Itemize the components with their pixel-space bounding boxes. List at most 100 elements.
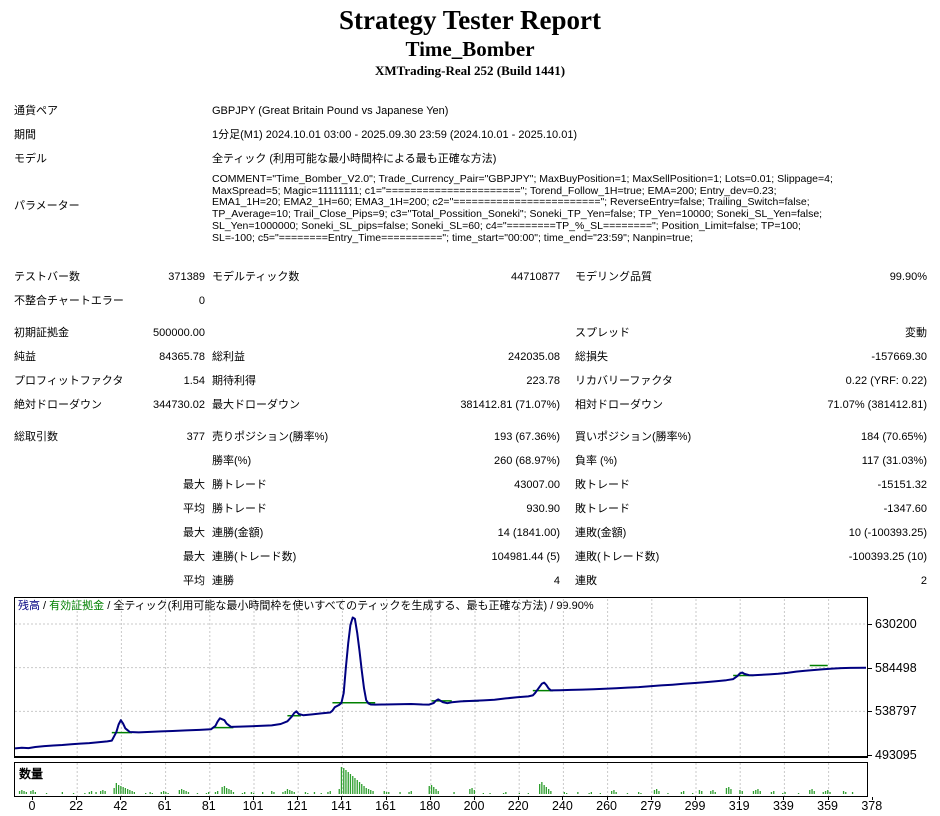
volume-bar <box>241 793 244 794</box>
volume-bar <box>757 789 759 794</box>
volume-bar <box>489 793 491 794</box>
volume-bar <box>437 791 439 794</box>
volume-bar <box>102 790 104 794</box>
volume-bar <box>244 792 246 794</box>
stat-value-2: 242035.08 <box>508 351 560 363</box>
volume-bar <box>72 793 75 794</box>
x-axis-label: 101 <box>242 799 264 813</box>
volume-bar <box>183 790 185 794</box>
volume-bar <box>683 791 685 794</box>
stat-value-1: 平均 <box>183 503 205 515</box>
stat-value-1: 500000.00 <box>153 327 205 339</box>
volume-bar <box>160 792 162 794</box>
x-axis-label: 121 <box>286 799 308 813</box>
volume-bar <box>692 793 694 794</box>
volume-bar <box>131 791 133 794</box>
stat-value-3: -15151.32 <box>877 479 927 491</box>
volume-bar <box>122 787 124 794</box>
volume-bar <box>185 791 187 794</box>
volume-bar <box>345 770 347 794</box>
stat-row: 絶対ドローダウン 344730.02 最大ドローダウン 381412.81 (71.0… <box>0 393 940 417</box>
volume-bar <box>471 788 473 794</box>
volume-bar <box>728 787 730 794</box>
volume-bar <box>656 789 658 794</box>
volume-bar <box>273 792 275 794</box>
x-axis-label: 220 <box>507 799 529 813</box>
volume-bar <box>145 793 147 794</box>
stat-label-2: 勝トレード <box>212 503 267 515</box>
x-axis-tick <box>474 797 475 800</box>
x-axis-tick <box>341 797 343 800</box>
report-title: Strategy Tester Report <box>339 5 601 35</box>
volume-bar <box>84 793 86 794</box>
volume-bar <box>18 791 21 794</box>
volume-bar <box>21 790 23 794</box>
volume-bar <box>545 787 547 794</box>
x-axis-tick <box>164 797 166 800</box>
volume-bar <box>320 793 322 794</box>
volume-bar <box>388 792 390 794</box>
stat-value-2: 43007.00 <box>514 479 560 491</box>
volume-bar <box>741 791 743 794</box>
stat-row: 不整合チャートエラー 0 <box>0 289 940 313</box>
volume-bar <box>196 793 199 794</box>
x-axis-label: 299 <box>684 799 706 813</box>
volume-bar <box>433 787 435 794</box>
x-axis-label: 0 <box>28 799 36 813</box>
volume-bar <box>473 790 475 794</box>
volume-bar <box>178 790 180 794</box>
volume-bar <box>851 792 854 794</box>
volume-bar <box>88 792 90 794</box>
volume-bar <box>282 792 284 794</box>
x-axis-tick <box>385 797 387 800</box>
x-axis-label: 200 <box>463 799 485 813</box>
legend-model: 全ティック(利用可能な最小時間枠を使いすべてのティックを生成する、最も正確な方法… <box>113 600 548 612</box>
info-label: 通貨ペア <box>14 105 58 117</box>
volume-bar <box>347 772 349 794</box>
volume-bar <box>541 782 543 794</box>
stat-label-3: 連敗(トレード数) <box>575 551 660 563</box>
volume-bar <box>349 774 352 794</box>
y-axis-tick <box>867 624 872 625</box>
volume-plot <box>18 763 854 796</box>
volume-bar <box>680 792 683 794</box>
x-axis-tick <box>562 797 564 800</box>
stat-value-1: 最大 <box>183 551 205 563</box>
volume-bar <box>115 783 117 794</box>
x-axis-label: 279 <box>640 799 662 813</box>
volume-bar <box>590 792 592 794</box>
stat-value-2: 930.90 <box>526 503 560 515</box>
info-value: 全ティック (利用可能な最小時間枠による最も正確な方法) <box>212 153 497 165</box>
volume-bar <box>34 792 36 794</box>
info-row-period: 期間 1分足(M1) 2024.10.01 03:00 - 2025.09.30… <box>0 123 940 147</box>
stat-label-3: スプレッド <box>575 327 630 339</box>
volume-bar <box>550 791 552 794</box>
stat-value-2: 223.78 <box>526 375 560 387</box>
volume-bar <box>782 793 784 794</box>
volume-bar <box>770 792 773 794</box>
x-axis-tick <box>606 797 608 800</box>
stat-label-1: 総取引数 <box>14 431 58 443</box>
info-value: GBPJPY (Great Britain Pound vs Japanese … <box>212 105 449 117</box>
volume-bar <box>842 791 845 794</box>
volume-bar <box>710 791 712 794</box>
volume-bar <box>208 792 210 794</box>
volume-bar <box>566 793 568 794</box>
volume-bar <box>759 791 761 794</box>
volume-bar <box>824 791 827 794</box>
info-row-symbol: 通貨ペア GBPJPY (Great Britain Pound vs Japa… <box>0 99 940 123</box>
stat-value-1: 344730.02 <box>153 399 205 411</box>
stat-label-3: 敗トレード <box>575 479 630 491</box>
volume-bar <box>543 785 545 794</box>
volume-bar <box>367 789 370 794</box>
volume-bar <box>518 793 520 794</box>
volume-bar <box>640 793 642 794</box>
volume-bar <box>113 788 115 794</box>
volume-bar <box>61 792 63 794</box>
volume-bar <box>482 793 484 794</box>
stat-value-1: 最大 <box>183 527 205 539</box>
x-axis-tick <box>429 797 431 800</box>
volume-bar <box>118 785 120 794</box>
y-axis-label: 584498 <box>875 660 917 675</box>
volume-chart: 数量 <box>14 762 868 797</box>
